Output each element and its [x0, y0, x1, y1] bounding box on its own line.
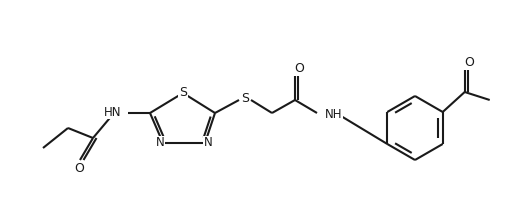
- Text: HN: HN: [103, 106, 121, 118]
- Text: O: O: [294, 63, 304, 75]
- Text: O: O: [74, 163, 84, 175]
- Text: N: N: [156, 137, 164, 149]
- Text: O: O: [464, 57, 474, 69]
- Text: NH: NH: [325, 108, 343, 120]
- Text: S: S: [179, 86, 187, 100]
- Text: S: S: [241, 92, 249, 106]
- Text: N: N: [204, 137, 212, 149]
